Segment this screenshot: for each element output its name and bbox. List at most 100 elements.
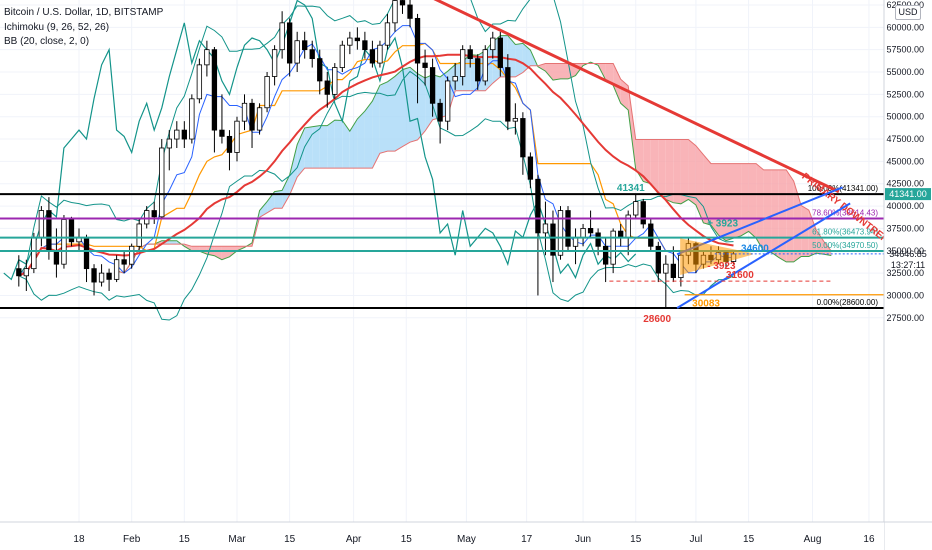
- ichimoku-cloud-segment: [379, 81, 388, 154]
- ichimoku-cloud-segment: [304, 126, 313, 169]
- candle-body: [648, 223, 654, 247]
- candle-body: [286, 22, 293, 64]
- ichimoku-cloud-segment: [327, 120, 335, 169]
- annotation-label: 28600: [643, 314, 671, 325]
- candle-body: [550, 223, 556, 256]
- candle-body: [159, 147, 165, 218]
- ichimoku-cloud-segment: [793, 181, 802, 262]
- fib-level-label: 100.00%(41341.00): [808, 184, 879, 193]
- time-tick-label: 15: [179, 534, 191, 545]
- price-axis-background: [884, 0, 932, 550]
- candle-body: [204, 49, 210, 66]
- annotation-label: 30083: [692, 299, 720, 310]
- candle-body: [91, 268, 97, 283]
- candle-body: [347, 37, 353, 46]
- candle-body: [663, 263, 669, 274]
- candle-body: [294, 40, 300, 64]
- time-tick-label: Apr: [346, 534, 362, 545]
- price-tick-label: 60000.00: [886, 22, 924, 32]
- ichimoku-cloud-segment: [711, 163, 719, 236]
- price-tick-label: 35000.00: [886, 246, 924, 256]
- candle-body: [422, 62, 428, 68]
- ichimoku-cloud-segment: [545, 63, 553, 81]
- symbol-title: Bitcoin / U.S. Dollar, 1D, BITSTAMP: [4, 7, 164, 18]
- candle-body: [309, 49, 315, 60]
- candle-body: [279, 22, 285, 51]
- candle-body: [655, 245, 661, 274]
- time-tick-label: 15: [401, 534, 413, 545]
- candle-body: [249, 102, 255, 131]
- candle-body: [452, 76, 458, 82]
- ichimoku-cloud-segment: [387, 76, 395, 152]
- primary-downtrend-line: [433, 0, 840, 194]
- candle-body: [512, 118, 519, 122]
- channel-lower-line: [676, 202, 851, 309]
- fib-level-label: 78.60%(38614.43): [812, 208, 878, 217]
- candle-body: [38, 210, 45, 238]
- price-tick-label: 55000.00: [886, 67, 924, 77]
- ichimoku-cloud-segment: [771, 169, 779, 258]
- time-tick-label: 15: [284, 534, 296, 545]
- ichimoku-cloud-segment: [748, 163, 757, 239]
- countdown-label: 13:27:11: [891, 260, 925, 270]
- ichimoku-cloud-segment: [628, 85, 636, 170]
- candle-body: [189, 98, 195, 140]
- ichimoku-cloud-segment: [342, 120, 350, 169]
- ichimoku-cloud-segment: [507, 35, 516, 77]
- candle-body: [46, 210, 52, 252]
- ichimoku-cloud-segment: [274, 190, 283, 209]
- candle-body: [151, 210, 157, 218]
- candle-body: [181, 129, 187, 140]
- candle-body: [377, 44, 383, 64]
- candle-body: [302, 40, 308, 51]
- candle-body: [219, 129, 225, 137]
- price-tick-label: 37500.00: [886, 223, 924, 233]
- candle-body: [136, 223, 142, 247]
- ichimoku-cloud-segment: [297, 127, 305, 177]
- candle-body: [572, 236, 579, 247]
- channel-upper-line: [676, 186, 843, 256]
- ichimoku-cloud-segment: [695, 145, 704, 223]
- ichimoku-cloud-segment: [650, 139, 659, 194]
- ichimoku-cloud-segment: [763, 169, 772, 253]
- indicator-bb-label[interactable]: BB (20, close, 2, 0): [4, 36, 90, 47]
- ichimoku-cloud-segment: [282, 174, 290, 209]
- candle-body: [174, 129, 180, 140]
- candle-body: [437, 102, 443, 122]
- ichimoku-cloud-segment: [357, 111, 365, 169]
- ichimoku-cloud-segment: [553, 63, 561, 81]
- candle-body: [670, 263, 677, 278]
- ichimoku-cloud-segment: [658, 139, 666, 200]
- time-tick-label: 15: [630, 534, 642, 545]
- candle-body: [520, 118, 526, 158]
- candle-body: [53, 250, 60, 265]
- candle-body: [271, 49, 278, 77]
- ichimoku-cloud-segment: [786, 169, 794, 262]
- ichimoku-cloud-segment: [410, 67, 418, 143]
- ichimoku-cloud-segment: [613, 63, 621, 104]
- indicator-ichimoku-label[interactable]: Ichimoku (9, 26, 52, 26): [4, 22, 110, 33]
- ichimoku-cloud-segment: [395, 69, 403, 152]
- price-tick-label: 40000.00: [886, 201, 924, 211]
- candle-body: [535, 178, 541, 234]
- ichimoku-cloud-segment: [808, 210, 817, 257]
- moving-average-line: [18, 53, 734, 277]
- price-tick-label: 45000.00: [886, 156, 924, 166]
- price-tick-label: 62500.00: [886, 0, 924, 10]
- candle-body: [444, 80, 451, 122]
- ichimoku-cloud-segment: [673, 139, 681, 204]
- currency-button[interactable]: USD: [895, 5, 921, 20]
- candle-body: [256, 107, 263, 131]
- ichimoku-cloud-segment: [620, 79, 629, 110]
- ichimoku-cloud-segment: [680, 139, 689, 204]
- candle-body: [317, 58, 323, 82]
- candle-body: [241, 102, 248, 122]
- time-tick-label: Aug: [804, 534, 822, 545]
- ichimoku-cloud-segment: [417, 73, 426, 140]
- candle-body: [354, 37, 361, 42]
- bb-lower-band: [18, 70, 734, 321]
- candle-body: [399, 0, 406, 6]
- candle-body: [113, 259, 120, 280]
